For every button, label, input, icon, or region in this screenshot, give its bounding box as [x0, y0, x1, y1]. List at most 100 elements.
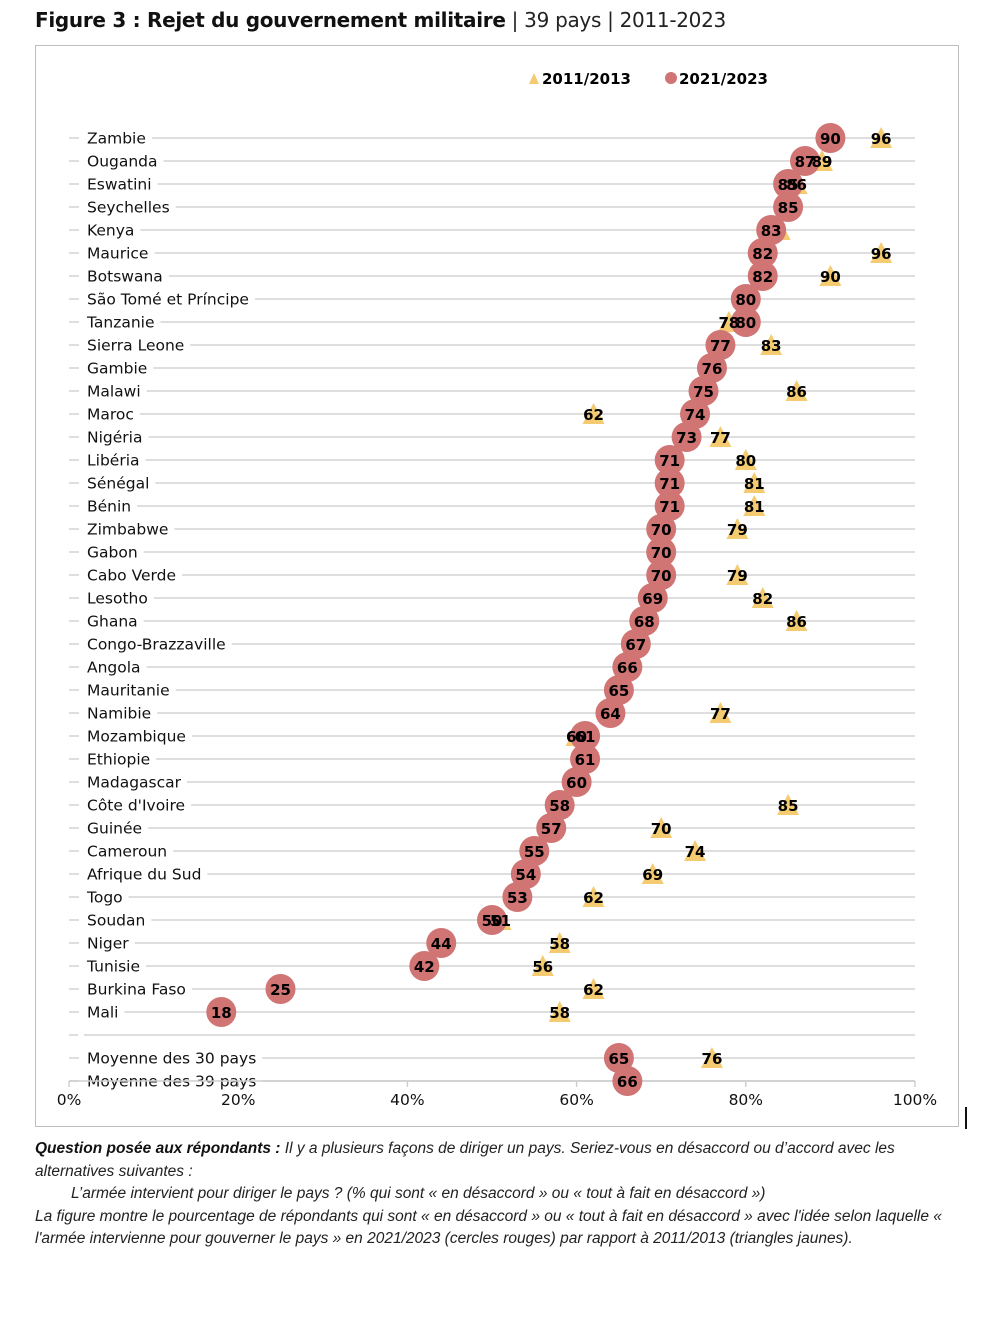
- circle-data-label: 85: [778, 176, 799, 194]
- triangle-data-label: 62: [583, 406, 604, 424]
- y-axis-label: Gambie: [87, 360, 147, 378]
- dot-plot-chart: 2011/2013 2021/2023 Zambie Ouganda Eswatin…: [57, 70, 937, 1109]
- question-item: L’armée intervient pour diriger le pays …: [71, 1185, 766, 1202]
- circle-marker: [790, 146, 821, 176]
- triangle-data-label: 83: [761, 337, 782, 355]
- triangle-data-label: 89: [812, 153, 833, 171]
- triangle-marker: [726, 564, 749, 585]
- triangle-data-label: 86: [786, 383, 807, 401]
- y-axis-label: Malawi: [87, 383, 141, 401]
- circle-data-label: 18: [211, 1004, 232, 1022]
- circle-data-label: 65: [608, 1050, 629, 1068]
- triangle-data-label: 77: [710, 429, 731, 447]
- y-axis-label: Niger: [87, 935, 129, 953]
- circle-data-label: 71: [659, 475, 680, 493]
- triangle-data-label: 81: [744, 498, 765, 516]
- text-cursor: [965, 1107, 967, 1129]
- gridlines: [69, 137, 915, 1082]
- circle-marker: [536, 813, 567, 843]
- y-axis-label: Madagascar: [87, 774, 182, 792]
- circle-data-label: 82: [752, 245, 773, 263]
- circle-data-label: 65: [608, 682, 629, 700]
- triangle-data-label: 96: [871, 130, 892, 148]
- triangle-data-label: 85: [778, 797, 799, 815]
- x-tick-label: 60%: [559, 1091, 593, 1109]
- triangle-data-label: 70: [651, 820, 672, 838]
- figure-title: Figure 3 : Rejet du gouvernement militai…: [35, 8, 726, 32]
- y-axis-label: Maurice: [87, 245, 148, 263]
- y-axis-label: Seychelles: [87, 199, 170, 217]
- triangle-marker: [726, 518, 749, 539]
- x-tick-label: 0%: [57, 1091, 82, 1109]
- circle-data-label: 66: [617, 659, 638, 677]
- circle-data-label: 60: [566, 774, 587, 792]
- triangle-data-label: 90: [820, 268, 841, 286]
- circle-data-label: 64: [600, 705, 621, 723]
- circle-data-label: 53: [507, 889, 528, 907]
- triangle-data-label: 79: [727, 567, 748, 585]
- circle-data-label: 61: [575, 728, 596, 746]
- circle-marker: [747, 261, 778, 291]
- x-tick-label: 20%: [221, 1091, 255, 1109]
- circle-data-label: 66: [617, 1073, 638, 1091]
- circle-data-label: 77: [710, 337, 731, 355]
- y-axis-label: Namibie: [87, 705, 151, 723]
- y-axis-label: Sénégal: [87, 475, 149, 493]
- circle-marker: [502, 882, 533, 912]
- triangle-marker: [777, 794, 800, 815]
- y-axis-label: Mauritanie: [87, 682, 170, 700]
- circle-data-label: 69: [642, 590, 663, 608]
- chart-frame: [35, 45, 959, 1127]
- circle-marker: [544, 790, 575, 820]
- y-axis-label: Ouganda: [87, 153, 158, 171]
- circle-marker: [646, 560, 677, 590]
- triangle-marker: [870, 242, 893, 263]
- figure-title-subtitle: | 39 pays | 2011-2023: [505, 8, 727, 32]
- y-axis-label: Cameroun: [87, 843, 167, 861]
- y-axis-label: Gabon: [87, 544, 138, 562]
- triangle-data-label: 74: [685, 843, 706, 861]
- circle-marker: [561, 767, 592, 797]
- triangle-marker: [709, 426, 732, 447]
- circle-data-label: 67: [625, 636, 646, 654]
- circle-marker: [620, 629, 651, 659]
- circle-marker: [646, 537, 677, 567]
- circle-data-label: 85: [778, 199, 799, 217]
- y-axis-label: Nigéria: [87, 429, 142, 447]
- triangle-marker: [760, 334, 783, 355]
- circle-marker: [603, 1043, 634, 1073]
- y-axis-label: Tunisie: [86, 958, 140, 976]
- y-axis-label: Zambie: [87, 130, 146, 148]
- triangle-data-label: 62: [583, 981, 604, 999]
- x-tick-label: 80%: [729, 1091, 763, 1109]
- circle-data-label: 42: [414, 958, 435, 976]
- circle-data-label: 80: [735, 291, 756, 309]
- triangle-marker: [734, 449, 757, 470]
- circle-data-label: 54: [515, 866, 536, 884]
- x-tick-label: 100%: [893, 1091, 937, 1109]
- circle-marker: [654, 491, 685, 521]
- y-axis-label: Togo: [86, 889, 123, 907]
- triangle-data-label: 86: [786, 613, 807, 631]
- figure-title-main: Figure 3 : Rejet du gouvernement militai…: [35, 8, 506, 32]
- y-axis-label: Moyenne des 30 pays: [87, 1050, 256, 1068]
- triangle-data-label: 79: [727, 521, 748, 539]
- triangle-data-label: 58: [549, 1004, 570, 1022]
- triangle-data-label: 80: [735, 452, 756, 470]
- circle-data-label: 70: [651, 521, 672, 539]
- y-axis-label: Soudan: [87, 912, 145, 930]
- circle-data-label: 70: [651, 544, 672, 562]
- triangle-marker: [548, 932, 571, 953]
- y-axis-label: Ethiopie: [87, 751, 150, 769]
- triangle-data-label: 62: [583, 889, 604, 907]
- y-axis-label: Burkina Faso: [87, 981, 186, 999]
- triangle-data-label: 96: [871, 245, 892, 263]
- triangle-marker: [548, 1001, 571, 1022]
- triangle-marker: [785, 380, 808, 401]
- circle-marker: [477, 905, 507, 935]
- legend-label-2021-2023: 2021/2023: [679, 70, 768, 88]
- circle-data-label: 68: [634, 613, 655, 631]
- circle-data-label: 90: [820, 130, 841, 148]
- circle-marker: [747, 238, 778, 268]
- x-axis: 0% 20% 40% 60% 80% 100%: [57, 1080, 937, 1109]
